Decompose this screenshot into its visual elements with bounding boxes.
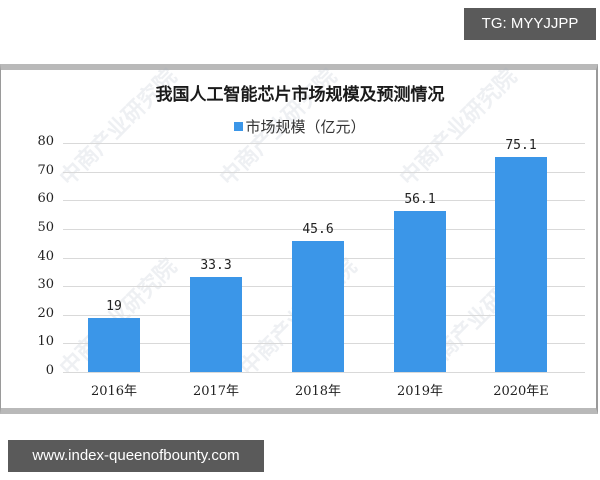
legend-label: 市场规模（亿元） — [245, 118, 366, 136]
y-tick-label: 50 — [37, 220, 54, 235]
gridline — [63, 372, 585, 373]
bar-value-label: 33.3 — [200, 257, 232, 273]
x-tick-label: 2016年 — [90, 384, 138, 399]
bar-4 — [495, 157, 547, 372]
bar-0 — [88, 317, 140, 372]
y-tick-label: 70 — [37, 163, 54, 178]
bar-value-label: 75.1 — [505, 138, 537, 154]
x-tick-label: 2017年 — [192, 384, 240, 399]
tg-badge: TG: MYYJJPP — [464, 8, 596, 40]
y-tick-label: 80 — [37, 134, 54, 149]
gridline — [63, 200, 585, 201]
y-tick-label: 30 — [37, 277, 54, 292]
x-tick-label: 2018年 — [294, 384, 342, 399]
x-tick-label: 2020年E — [493, 384, 549, 399]
y-tick-label: 20 — [37, 306, 54, 321]
y-tick-label: 0 — [45, 363, 54, 378]
chart-legend: 市场规模（亿元） — [0, 116, 600, 137]
bar-value-label: 56.1 — [404, 192, 436, 208]
bar-value-label: 19 — [106, 298, 122, 314]
gridline — [63, 229, 585, 230]
legend-swatch — [234, 122, 244, 131]
chart-title: 我国人工智能芯片市场规模及预测情况 — [155, 85, 445, 105]
x-tick-label: 2019年 — [396, 384, 444, 399]
gridline — [63, 143, 585, 144]
url-badge: www.index-queenofbounty.com — [8, 440, 264, 472]
bar-value-label: 45.6 — [302, 222, 334, 238]
y-tick-label: 60 — [37, 191, 54, 206]
bar-1 — [190, 276, 242, 372]
gridline — [63, 172, 585, 173]
y-tick-label: 10 — [37, 334, 54, 349]
bar-3 — [394, 211, 446, 372]
bar-2 — [292, 241, 344, 372]
y-tick-label: 40 — [37, 249, 54, 264]
